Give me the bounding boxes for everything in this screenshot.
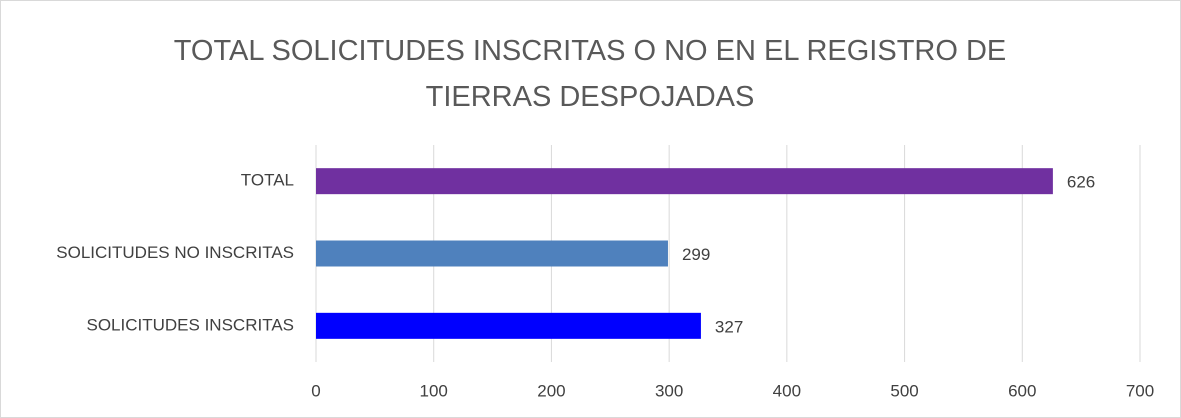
data-label: 299: [682, 245, 710, 264]
x-tick-label: 600: [1008, 381, 1036, 400]
y-tick-label: TOTAL: [241, 171, 294, 190]
x-tick-label: 300: [655, 381, 683, 400]
bar: [316, 312, 701, 339]
x-tick-label: 500: [890, 381, 918, 400]
bar: [316, 168, 1053, 195]
y-tick-label: SOLICITUDES NO INSCRITAS: [56, 243, 294, 262]
x-tick-label: 0: [311, 381, 320, 400]
data-label: 626: [1067, 173, 1095, 192]
x-tick-label: 700: [1126, 381, 1154, 400]
x-tick-label: 200: [537, 381, 565, 400]
bar: [316, 240, 668, 267]
x-tick-label: 400: [773, 381, 801, 400]
x-tick-label: 100: [420, 381, 448, 400]
data-label: 327: [715, 317, 743, 336]
chart-title: TOTAL SOLICITUDES INSCRITAS O NO EN EL R…: [173, 35, 1007, 113]
y-tick-label: SOLICITUDES INSCRITAS: [87, 315, 295, 334]
